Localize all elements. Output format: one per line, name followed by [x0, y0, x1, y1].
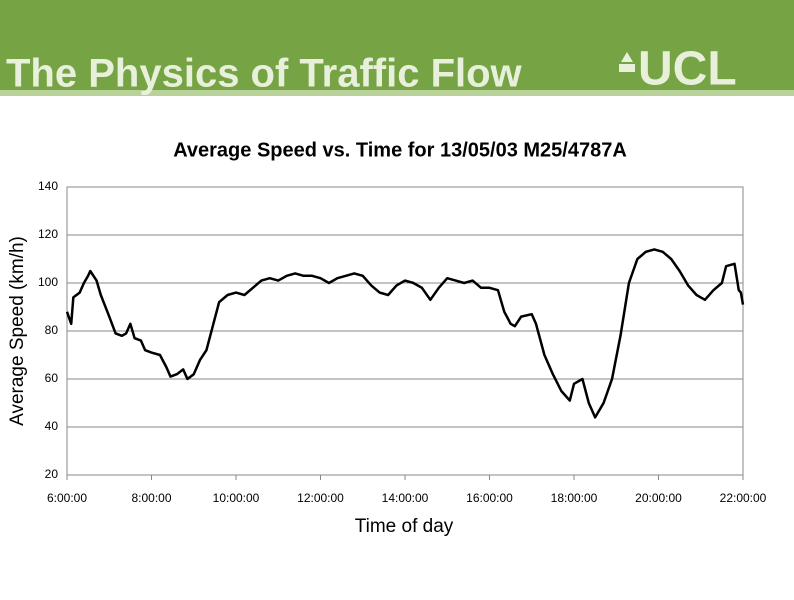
x-tick-label: 6:00:00 [47, 491, 87, 505]
x-tick-label: 20:00:00 [635, 491, 682, 505]
x-tick-label: 10:00:00 [213, 491, 260, 505]
x-tick-label: 14:00:00 [382, 491, 429, 505]
x-tick-label: 8:00:00 [131, 491, 171, 505]
logo: UCL [638, 43, 737, 96]
y-tick-label: 60 [45, 371, 59, 385]
x-tick-label: 18:00:00 [551, 491, 598, 505]
chart-title: Average Speed vs. Time for 13/05/03 M25/… [173, 139, 627, 161]
y-tick-label: 40 [45, 419, 59, 433]
y-tick-label: 100 [38, 275, 58, 289]
header-title: The Physics of Traffic Flow [6, 52, 523, 96]
x-tick-label: 22:00:00 [720, 491, 767, 505]
logo-icon [619, 52, 635, 72]
header-stripe [0, 90, 794, 96]
header-band [0, 0, 794, 90]
x-axis-label: Time of day [355, 516, 454, 537]
y-tick-label: 140 [38, 179, 58, 193]
y-tick-label: 20 [45, 467, 59, 481]
speed-line [65, 248, 745, 419]
plot: 20 40 60 80 100 120 140 6:00:00 8:00:00 10:00:00 1… [38, 179, 767, 505]
x-tick-label: 12:00:00 [297, 491, 344, 505]
y-tick-label: 80 [45, 323, 59, 337]
y-axis-label: Average Speed (km/h) [7, 236, 28, 426]
y-tick-label: 120 [38, 227, 58, 241]
x-tick-label: 16:00:00 [466, 491, 513, 505]
